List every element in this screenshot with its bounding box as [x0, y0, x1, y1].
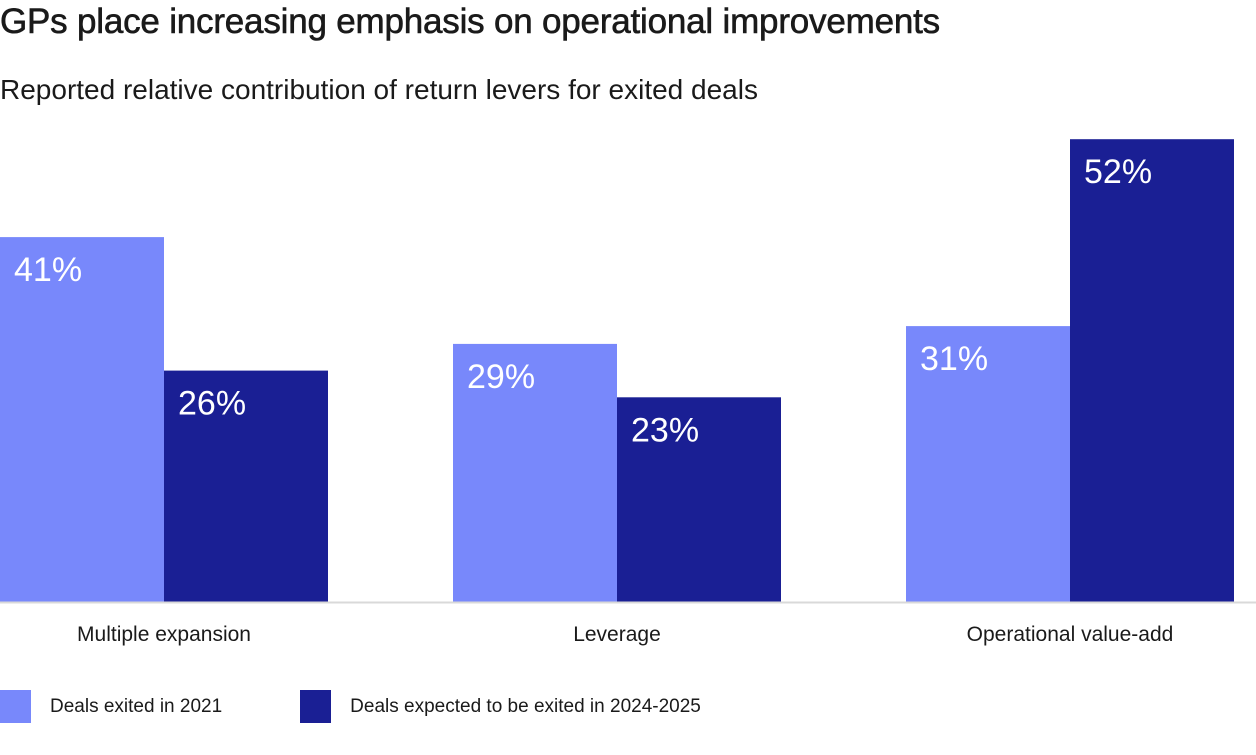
data-label: 26% — [178, 385, 246, 423]
bar-operational-value-add-series-0 — [906, 326, 1070, 602]
bar-operational-value-add-series-1 — [1070, 139, 1234, 602]
category-label: Leverage — [573, 623, 661, 646]
bar-leverage-series-1 — [617, 397, 781, 602]
chart-title: GPs place increasing emphasis on operati… — [0, 2, 940, 42]
legend-swatch-2024-2025 — [300, 690, 332, 723]
legend-swatch-2021 — [0, 690, 31, 723]
legend-label-2024-2025: Deals expected to be exited in 2024-2025 — [350, 695, 701, 717]
bar-multiple-expansion-series-1 — [164, 370, 328, 602]
data-label: 41% — [14, 251, 82, 289]
chart-subtitle: Reported relative contribution of return… — [0, 74, 758, 105]
legend-item-2021: Deals exited in 2021 — [0, 690, 222, 723]
legend-item-2024-2025: Deals expected to be exited in 2024-2025 — [300, 690, 701, 723]
bar-multiple-expansion-series-0 — [0, 237, 164, 602]
data-label: 31% — [920, 340, 988, 378]
data-label: 52% — [1084, 153, 1152, 191]
data-label: 29% — [467, 358, 535, 396]
category-label: Multiple expansion — [77, 623, 251, 646]
legend: Deals exited in 2021 Deals expected to b… — [0, 690, 779, 723]
bar-leverage-series-0 — [453, 343, 617, 602]
legend-label-2021: Deals exited in 2021 — [50, 695, 223, 717]
data-label: 23% — [631, 411, 699, 449]
category-label: Operational value-add — [967, 623, 1174, 646]
